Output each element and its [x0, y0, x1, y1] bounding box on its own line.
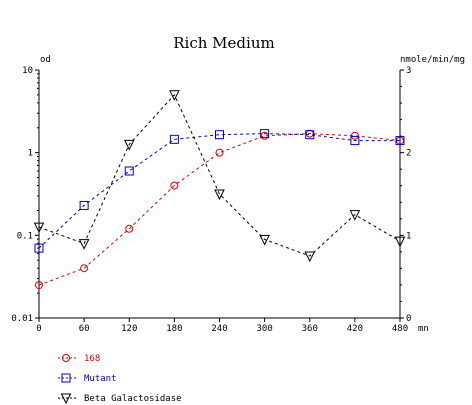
data-point-beta-galactosidase [169, 90, 180, 101]
legend-marker-168 [62, 354, 70, 362]
data-point-beta-galactosidase [349, 210, 361, 221]
x-tick-label: 120 [121, 324, 137, 334]
y-tick-label: 1 [28, 149, 33, 159]
data-point-168 [80, 264, 89, 273]
x-tick-label: 60 [79, 324, 90, 334]
series-line-mutant [38, 133, 400, 249]
data-point-beta-galactosidase [78, 239, 90, 250]
data-point-mutant [305, 130, 315, 140]
data-point-mutant [395, 136, 405, 146]
legend-label-beta-galactosidase: Beta Galactosidase [84, 394, 182, 404]
legend-label-168: 168 [84, 354, 100, 364]
y2-tick-label: 2 [406, 149, 411, 159]
data-point-mutant [169, 134, 179, 144]
data-point-mutant [215, 130, 224, 140]
data-point-168 [215, 148, 224, 157]
data-point-beta-galactosidase [214, 189, 225, 201]
axes [38, 70, 401, 319]
y-tick-label: 0.1 [17, 231, 33, 241]
series-layer [33, 90, 406, 290]
data-point-beta-galactosidase [259, 234, 270, 246]
x-tick-label: 300 [256, 324, 272, 334]
data-point-168 [35, 281, 43, 290]
legend: 168 Mutant Beta Galactosidase [58, 354, 182, 405]
data-point-168 [170, 181, 179, 190]
data-point-mutant [124, 166, 134, 176]
y-tick-label: 10 [22, 66, 33, 76]
chart-title: Rich Medium [173, 34, 274, 52]
x-tick-label: 0 [36, 324, 41, 334]
data-point-mutant [79, 200, 89, 210]
data-point-168 [350, 131, 359, 140]
ticks: 0 60 120 180 240 300 360 420 480 0.01 0.1 1 10 0 1 2 3 [11, 66, 411, 334]
x-axis-unit: mn [418, 324, 429, 334]
y2-axis-label: nmole/min/mg [400, 55, 465, 65]
x-tick-label: 240 [211, 324, 227, 334]
x-tick-label: 180 [166, 324, 182, 334]
x-tick-label: 480 [392, 324, 408, 334]
data-point-beta-galactosidase [304, 251, 316, 263]
x-tick-label: 420 [347, 324, 363, 334]
data-point-beta-galactosidase [394, 236, 406, 248]
y-tick-label: 0.01 [11, 314, 33, 324]
series-line-168 [38, 133, 401, 286]
y-axis-label: od [40, 55, 51, 65]
series-line-beta-galactosidase [38, 93, 401, 257]
data-point-beta-galactosidase [123, 139, 135, 151]
y2-tick-label: 1 [406, 231, 411, 241]
y2-tick-label: 0 [406, 314, 411, 324]
data-point-168 [125, 224, 134, 233]
legend-label-mutant: Mutant [84, 374, 117, 384]
data-point-mutant [260, 129, 270, 139]
data-point-beta-galactosidase [33, 222, 45, 234]
x-tick-label: 360 [302, 324, 318, 334]
legend-marker-mutant [61, 373, 71, 383]
data-point-mutant [350, 136, 360, 146]
y2-tick-label: 3 [406, 66, 411, 76]
data-point-mutant [34, 243, 44, 253]
legend-marker-beta-galactosidase [60, 393, 72, 405]
